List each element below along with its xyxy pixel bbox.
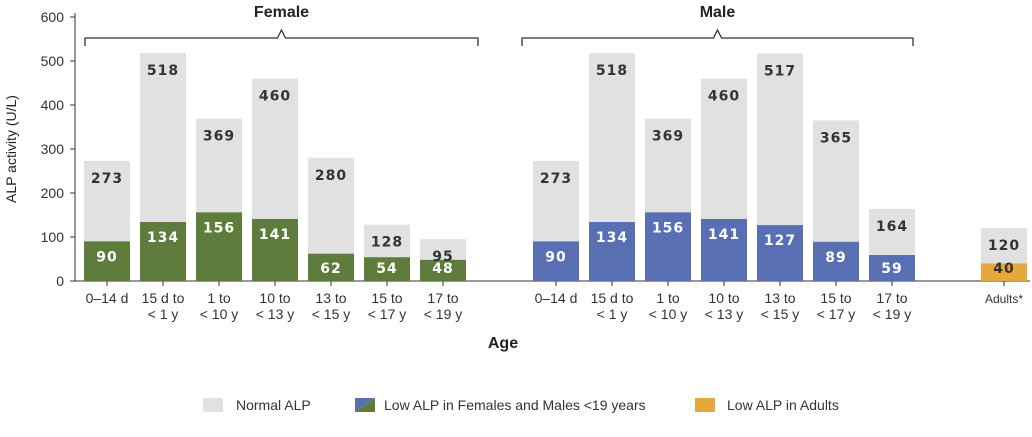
y-tick-label: 0 bbox=[56, 273, 64, 289]
x-tick-label: 15 d to < 1 y bbox=[591, 290, 634, 322]
y-tick-label: 600 bbox=[41, 9, 65, 25]
bar-low bbox=[701, 218, 747, 281]
data-label-normal: 365 bbox=[820, 130, 852, 146]
bar-low bbox=[196, 212, 242, 281]
data-label-low: 156 bbox=[203, 220, 235, 236]
data-label-normal: 517 bbox=[764, 64, 796, 80]
bar-low bbox=[84, 241, 130, 281]
data-label-normal: 518 bbox=[147, 63, 179, 79]
bar-low bbox=[364, 257, 410, 281]
data-label-normal: 120 bbox=[988, 238, 1020, 254]
x-tick-label: 15 to < 17 y bbox=[368, 290, 407, 322]
data-label-low: 141 bbox=[259, 227, 291, 243]
y-tick-label: 400 bbox=[41, 97, 65, 113]
x-tick-label: 1 to < 10 y bbox=[649, 290, 688, 322]
bar-low bbox=[589, 222, 635, 281]
x-tick-label: 17 to < 19 y bbox=[873, 290, 912, 322]
data-label-low: 127 bbox=[764, 233, 796, 249]
x-tick-label: 0–14 d bbox=[86, 290, 129, 306]
x-tick-label: 15 d to < 1 y bbox=[142, 290, 185, 322]
bar-low bbox=[533, 241, 579, 281]
data-label-low: 59 bbox=[881, 261, 902, 277]
x-tick-label: 17 to < 19 y bbox=[424, 290, 463, 322]
legend-label-adult-low: Low ALP in Adults bbox=[727, 397, 839, 413]
group-brace bbox=[521, 28, 914, 46]
data-label-normal: 369 bbox=[203, 129, 235, 145]
data-label-normal: 128 bbox=[371, 235, 403, 251]
bar-low bbox=[420, 259, 466, 281]
group-title: Male bbox=[700, 4, 736, 21]
x-tick-label: 15 to < 17 y bbox=[817, 290, 856, 322]
data-label-low: 40 bbox=[993, 261, 1014, 277]
bar-low bbox=[813, 241, 859, 281]
x-tick-label: 13 to < 15 y bbox=[312, 290, 351, 322]
legend-swatch-normal bbox=[203, 398, 223, 412]
y-axis-title: ALP activity (U/L) bbox=[3, 95, 19, 203]
bar-low bbox=[252, 218, 298, 281]
data-label-normal: 95 bbox=[432, 249, 453, 265]
x-tick-label: 10 to < 13 y bbox=[705, 290, 744, 322]
data-label-low: 141 bbox=[708, 227, 740, 243]
group-brace bbox=[84, 28, 479, 46]
x-tick-label: 13 to < 15 y bbox=[761, 290, 800, 322]
legend-swatch-adult-low bbox=[695, 398, 715, 412]
y-tick-label: 300 bbox=[41, 141, 65, 157]
data-label-low: 90 bbox=[545, 249, 566, 265]
data-label-normal: 273 bbox=[540, 171, 572, 187]
data-label-low: 134 bbox=[596, 230, 628, 246]
y-tick-label: 200 bbox=[41, 185, 65, 201]
x-tick-label: 10 to < 13 y bbox=[256, 290, 295, 322]
data-label-normal: 460 bbox=[259, 89, 291, 105]
legend-swatch-female-low bbox=[355, 398, 375, 412]
group-title: Female bbox=[254, 4, 309, 21]
data-label-low: 90 bbox=[96, 249, 117, 265]
data-label-low: 156 bbox=[652, 220, 684, 236]
y-tick-label: 100 bbox=[41, 229, 65, 245]
bar-low bbox=[869, 255, 915, 281]
bar-low bbox=[645, 212, 691, 281]
data-label-normal: 460 bbox=[708, 89, 740, 105]
legend-label-normal: Normal ALP bbox=[236, 397, 311, 413]
x-tick-label: 0–14 d bbox=[535, 290, 578, 306]
data-label-normal: 280 bbox=[315, 168, 347, 184]
legend-label-low-young: Low ALP in Females and Males <19 years bbox=[384, 397, 646, 413]
data-label-low: 134 bbox=[147, 230, 179, 246]
x-axis-title: Age bbox=[488, 335, 518, 352]
data-label-low: 48 bbox=[432, 261, 453, 277]
bar-low bbox=[757, 225, 803, 281]
data-label-normal: 369 bbox=[652, 129, 684, 145]
bar-low bbox=[308, 253, 354, 281]
data-label-low: 62 bbox=[320, 261, 341, 277]
x-tick-label: Adults* bbox=[985, 292, 1023, 306]
y-tick-label: 500 bbox=[41, 53, 65, 69]
data-label-low: 89 bbox=[825, 250, 846, 266]
data-label-normal: 518 bbox=[596, 63, 628, 79]
data-label-normal: 273 bbox=[91, 171, 123, 187]
data-label-low: 54 bbox=[376, 261, 397, 277]
x-tick-label: 1 to < 10 y bbox=[200, 290, 239, 322]
bar-low bbox=[981, 263, 1027, 281]
data-label-normal: 164 bbox=[876, 219, 908, 235]
bar-low bbox=[140, 222, 186, 281]
